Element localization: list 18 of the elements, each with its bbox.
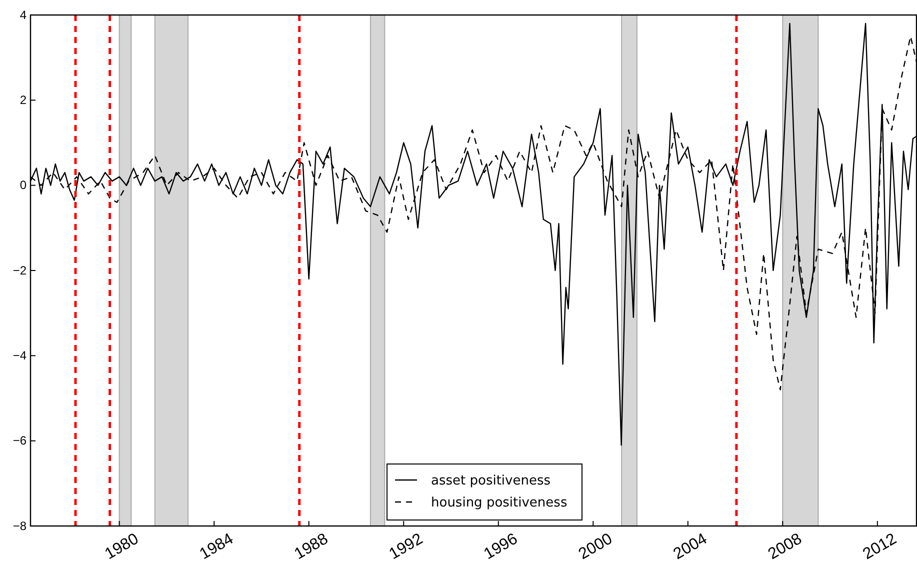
x-tick-label: 1980 xyxy=(102,530,142,564)
legend-label: asset positiveness xyxy=(431,474,551,488)
x-tick-label: 2008 xyxy=(766,530,805,564)
y-tick-label: 2 xyxy=(20,93,27,108)
y-tick-label: −8 xyxy=(12,518,27,533)
legend-label: housing positiveness xyxy=(431,496,568,510)
x-tick-label: 2004 xyxy=(670,530,710,564)
y-tick-label: −2 xyxy=(12,263,27,278)
x-tick-label: 2000 xyxy=(576,530,616,564)
y-tick-label: 4 xyxy=(20,8,27,22)
y-tick-label: −6 xyxy=(12,434,27,448)
x-tick-label: 1992 xyxy=(386,530,426,564)
y-tick-label: 0 xyxy=(20,178,27,192)
y-tick-label: −4 xyxy=(12,348,27,363)
x-tick-label: 1988 xyxy=(292,530,332,564)
x-tick-label: 1984 xyxy=(196,530,236,564)
x-tick-label: 1996 xyxy=(481,530,521,564)
x-tick-label: 2012 xyxy=(860,530,900,564)
